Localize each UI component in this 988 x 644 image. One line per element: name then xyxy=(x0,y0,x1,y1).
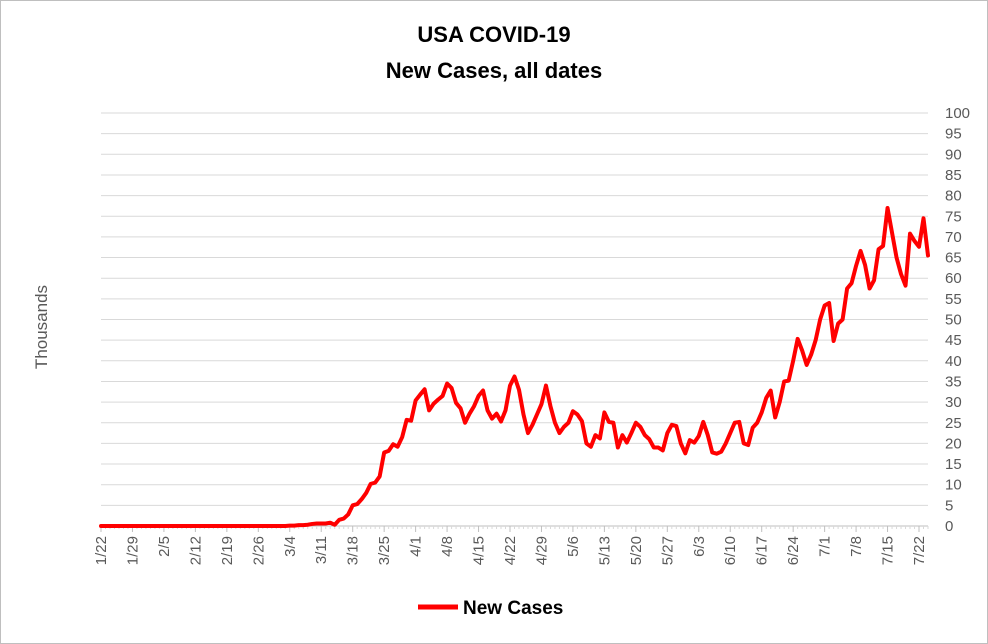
y-axis-ticks: 0 5 10 15 20 25 30 35 40 45 50 55 60 65 70 75 80 85 90 95 10… xyxy=(945,105,970,535)
x-tick-label: 6/10 xyxy=(722,536,739,565)
x-tick-label: 2/19 xyxy=(219,536,236,565)
y-tick-label: 90 xyxy=(945,146,962,163)
x-tick-label: 4/15 xyxy=(471,536,488,565)
y-tick-label: 5 xyxy=(945,497,953,514)
x-tick-label: 5/13 xyxy=(596,536,613,565)
y-tick-label: 55 xyxy=(945,291,962,308)
x-tick-label: 4/8 xyxy=(439,536,456,557)
x-tick-label: 3/18 xyxy=(345,536,362,565)
x-tick-label: 7/8 xyxy=(848,536,865,557)
y-tick-label: 60 xyxy=(945,270,962,287)
x-tick-label: 6/24 xyxy=(785,536,802,565)
y-tick-label: 35 xyxy=(945,373,962,390)
y-axis-label: Thousands xyxy=(32,285,51,369)
y-tick-label: 10 xyxy=(945,477,962,494)
series-layer xyxy=(99,205,930,528)
x-tick-label: 7/22 xyxy=(911,536,928,565)
x-tick-label: 2/12 xyxy=(187,536,204,565)
y-tick-label: 25 xyxy=(945,415,962,432)
y-tick-label: 15 xyxy=(945,456,962,473)
y-tick-label: 20 xyxy=(945,435,962,452)
y-tick-label: 50 xyxy=(945,312,962,329)
x-tick-label: 1/29 xyxy=(124,536,141,565)
x-tick-label: 4/22 xyxy=(502,536,519,565)
x-tick-label: 4/1 xyxy=(408,536,425,557)
legend-label: New Cases xyxy=(463,598,563,619)
y-tick-label: 80 xyxy=(945,188,962,205)
x-tick-label: 5/20 xyxy=(628,536,645,565)
y-tick-label: 65 xyxy=(945,250,962,267)
gridlines xyxy=(101,112,928,506)
y-tick-label: 70 xyxy=(945,229,962,246)
y-tick-label: 0 xyxy=(945,518,953,535)
legend: New Cases xyxy=(418,598,563,619)
series-line-new-cases xyxy=(99,205,930,528)
y-tick-label: 95 xyxy=(945,126,962,143)
x-tick-label: 6/17 xyxy=(754,536,771,565)
x-tick-label: 5/27 xyxy=(659,536,676,565)
y-tick-label: 75 xyxy=(945,208,962,225)
x-axis: 1/22 1/29 2/5 2/12 2/19 2/26 3/4 3/11 3/18 3/25 4/… xyxy=(93,525,929,565)
x-tick-label: 6/3 xyxy=(691,536,708,557)
x-tick-label: 4/29 xyxy=(533,536,550,565)
x-tick-label: 2/26 xyxy=(250,536,267,565)
y-tick-label: 100 xyxy=(945,105,970,122)
y-tick-label: 40 xyxy=(945,353,962,370)
x-tick-label: 3/11 xyxy=(313,536,330,564)
x-tick-label: 3/4 xyxy=(282,536,299,557)
x-tick-label: 7/1 xyxy=(817,536,834,557)
y-tick-label: 30 xyxy=(945,394,962,411)
y-tick-label: 45 xyxy=(945,332,962,349)
chart-subtitle: New Cases, all dates xyxy=(385,58,603,83)
y-tick-label: 85 xyxy=(945,167,962,184)
x-tick-label: 1/22 xyxy=(93,536,110,565)
x-tick-label: 7/15 xyxy=(880,536,897,565)
chart-title: USA COVID-19 xyxy=(417,22,571,47)
x-tick-label: 5/6 xyxy=(565,536,582,557)
x-tick-label: 2/5 xyxy=(156,536,173,557)
x-tick-label: 3/25 xyxy=(376,536,393,565)
